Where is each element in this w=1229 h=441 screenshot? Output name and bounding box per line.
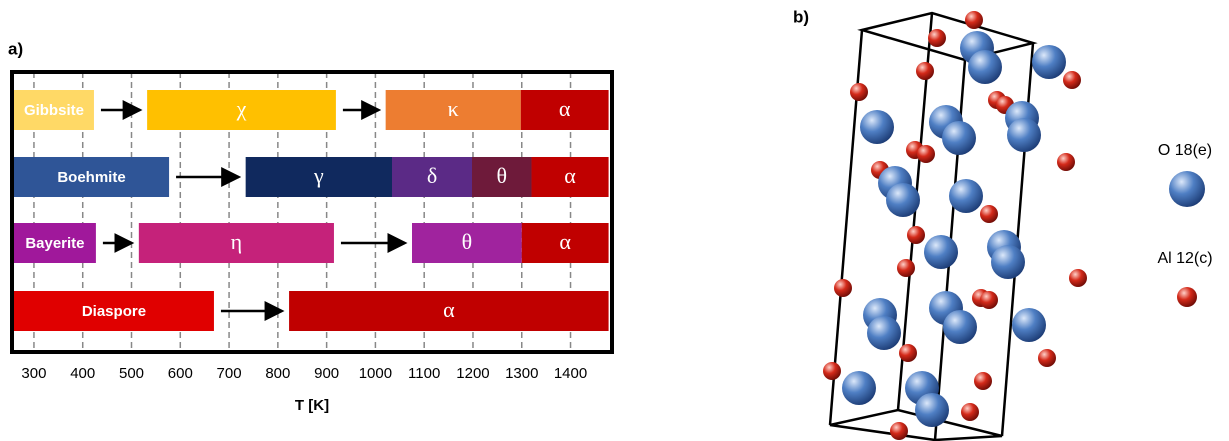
al-atom: [1057, 153, 1075, 171]
al-atom: [928, 29, 946, 47]
phase-label: α: [564, 163, 576, 188]
al-atom: [917, 145, 935, 163]
phase-label: η: [231, 229, 243, 254]
phase-diagram: 300 400 500 600 700 800 900 1000 1100 1200 1300 140…: [12, 72, 612, 382]
legend-swatch: [1177, 287, 1197, 307]
al-atom: [980, 205, 998, 223]
al-atom: [1063, 71, 1081, 89]
x-tick-label: 700: [217, 365, 242, 382]
phase-label: Bayerite: [25, 235, 84, 252]
cell-edge: [862, 13, 1033, 60]
phase-label: Gibbsite: [24, 102, 84, 119]
al-atom: [850, 83, 868, 101]
phase-label: δ: [427, 163, 437, 188]
o-atom: [924, 235, 958, 269]
phase-label: θ: [496, 163, 507, 188]
o-atom: [1007, 118, 1041, 152]
axis-label: T [K]: [295, 397, 329, 414]
crystal-structure: [823, 11, 1087, 440]
o-atom: [968, 50, 1002, 84]
o-atom: [867, 316, 901, 350]
phase-label: γ: [313, 163, 324, 188]
legend-label: Al 12(c): [1157, 250, 1212, 267]
o-atom: [1032, 45, 1066, 79]
phase-label: κ: [448, 96, 459, 121]
al-atom: [916, 62, 934, 80]
al-atom: [980, 291, 998, 309]
al-atom: [974, 372, 992, 390]
x-tick-label: 800: [265, 365, 290, 382]
al-atom: [899, 344, 917, 362]
al-atom: [890, 422, 908, 440]
o-atom: [991, 245, 1025, 279]
al-atom: [897, 259, 915, 277]
al-atom: [834, 279, 852, 297]
al-atom: [1069, 269, 1087, 287]
x-tick-label: 500: [119, 365, 144, 382]
o-atom: [949, 179, 983, 213]
o-atom: [860, 110, 894, 144]
x-tick-label: 1300: [505, 365, 538, 382]
x-tick-label: 900: [314, 365, 339, 382]
phase-label: Diaspore: [82, 303, 146, 320]
x-tick-label: 300: [21, 365, 46, 382]
al-atom: [823, 362, 841, 380]
al-atom: [907, 226, 925, 244]
figure: a) b) 300 400 500 600 700 800 900 1000 1100 1200 1…: [0, 0, 1229, 441]
o-atom: [943, 310, 977, 344]
al-atom: [961, 403, 979, 421]
x-tick-label: 1400: [554, 365, 587, 382]
phase-label: θ: [462, 229, 473, 254]
panel-label: a): [8, 39, 23, 58]
al-atom: [965, 11, 983, 29]
phase-label: α: [559, 96, 571, 121]
o-atom: [942, 121, 976, 155]
x-tick-label: 400: [70, 365, 95, 382]
x-tick-label: 1200: [456, 365, 489, 382]
x-tick-label: 1000: [359, 365, 392, 382]
phase-label: α: [443, 297, 455, 322]
legend-label: O 18(e): [1158, 142, 1212, 159]
x-tick-label: 1100: [408, 365, 440, 382]
x-tick-label: 600: [168, 365, 193, 382]
phase-label: χ: [236, 96, 247, 121]
o-atom: [1012, 308, 1046, 342]
o-atom: [886, 183, 920, 217]
phase-label: Boehmite: [57, 169, 125, 186]
panel-label: b): [793, 7, 809, 26]
legend-swatch: [1169, 171, 1205, 207]
o-atom: [842, 371, 876, 405]
phase-label: α: [559, 229, 571, 254]
al-atom: [1038, 349, 1056, 367]
o-atom: [915, 393, 949, 427]
